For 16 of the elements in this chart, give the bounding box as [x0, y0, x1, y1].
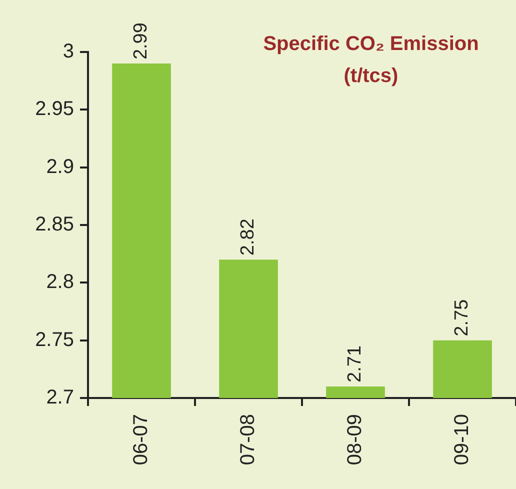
y-tick-label: 2.8: [46, 271, 74, 294]
data-label: 2.75: [452, 299, 473, 336]
y-tick-label: 3: [62, 40, 74, 63]
data-label: 2.71: [344, 345, 366, 382]
x-tick-label: 07-08: [237, 414, 260, 466]
y-tick-label: 2.7: [46, 386, 74, 409]
data-label: 2.82: [238, 218, 259, 256]
y-tick-label: 2.9: [46, 156, 74, 178]
x-tick-label: 08-09: [344, 414, 366, 466]
y-tick-label: 2.75: [35, 328, 74, 351]
y-tick-label: 2.95: [35, 98, 74, 120]
x-tick-label: 06-07: [130, 414, 152, 466]
x-tick-label: 09-10: [451, 414, 474, 466]
y-tick-label: 2.85: [35, 214, 74, 236]
chart-title: Specific CO₂ Emission (t/tcs): [262, 32, 480, 89]
data-label: 2.99: [130, 22, 152, 60]
